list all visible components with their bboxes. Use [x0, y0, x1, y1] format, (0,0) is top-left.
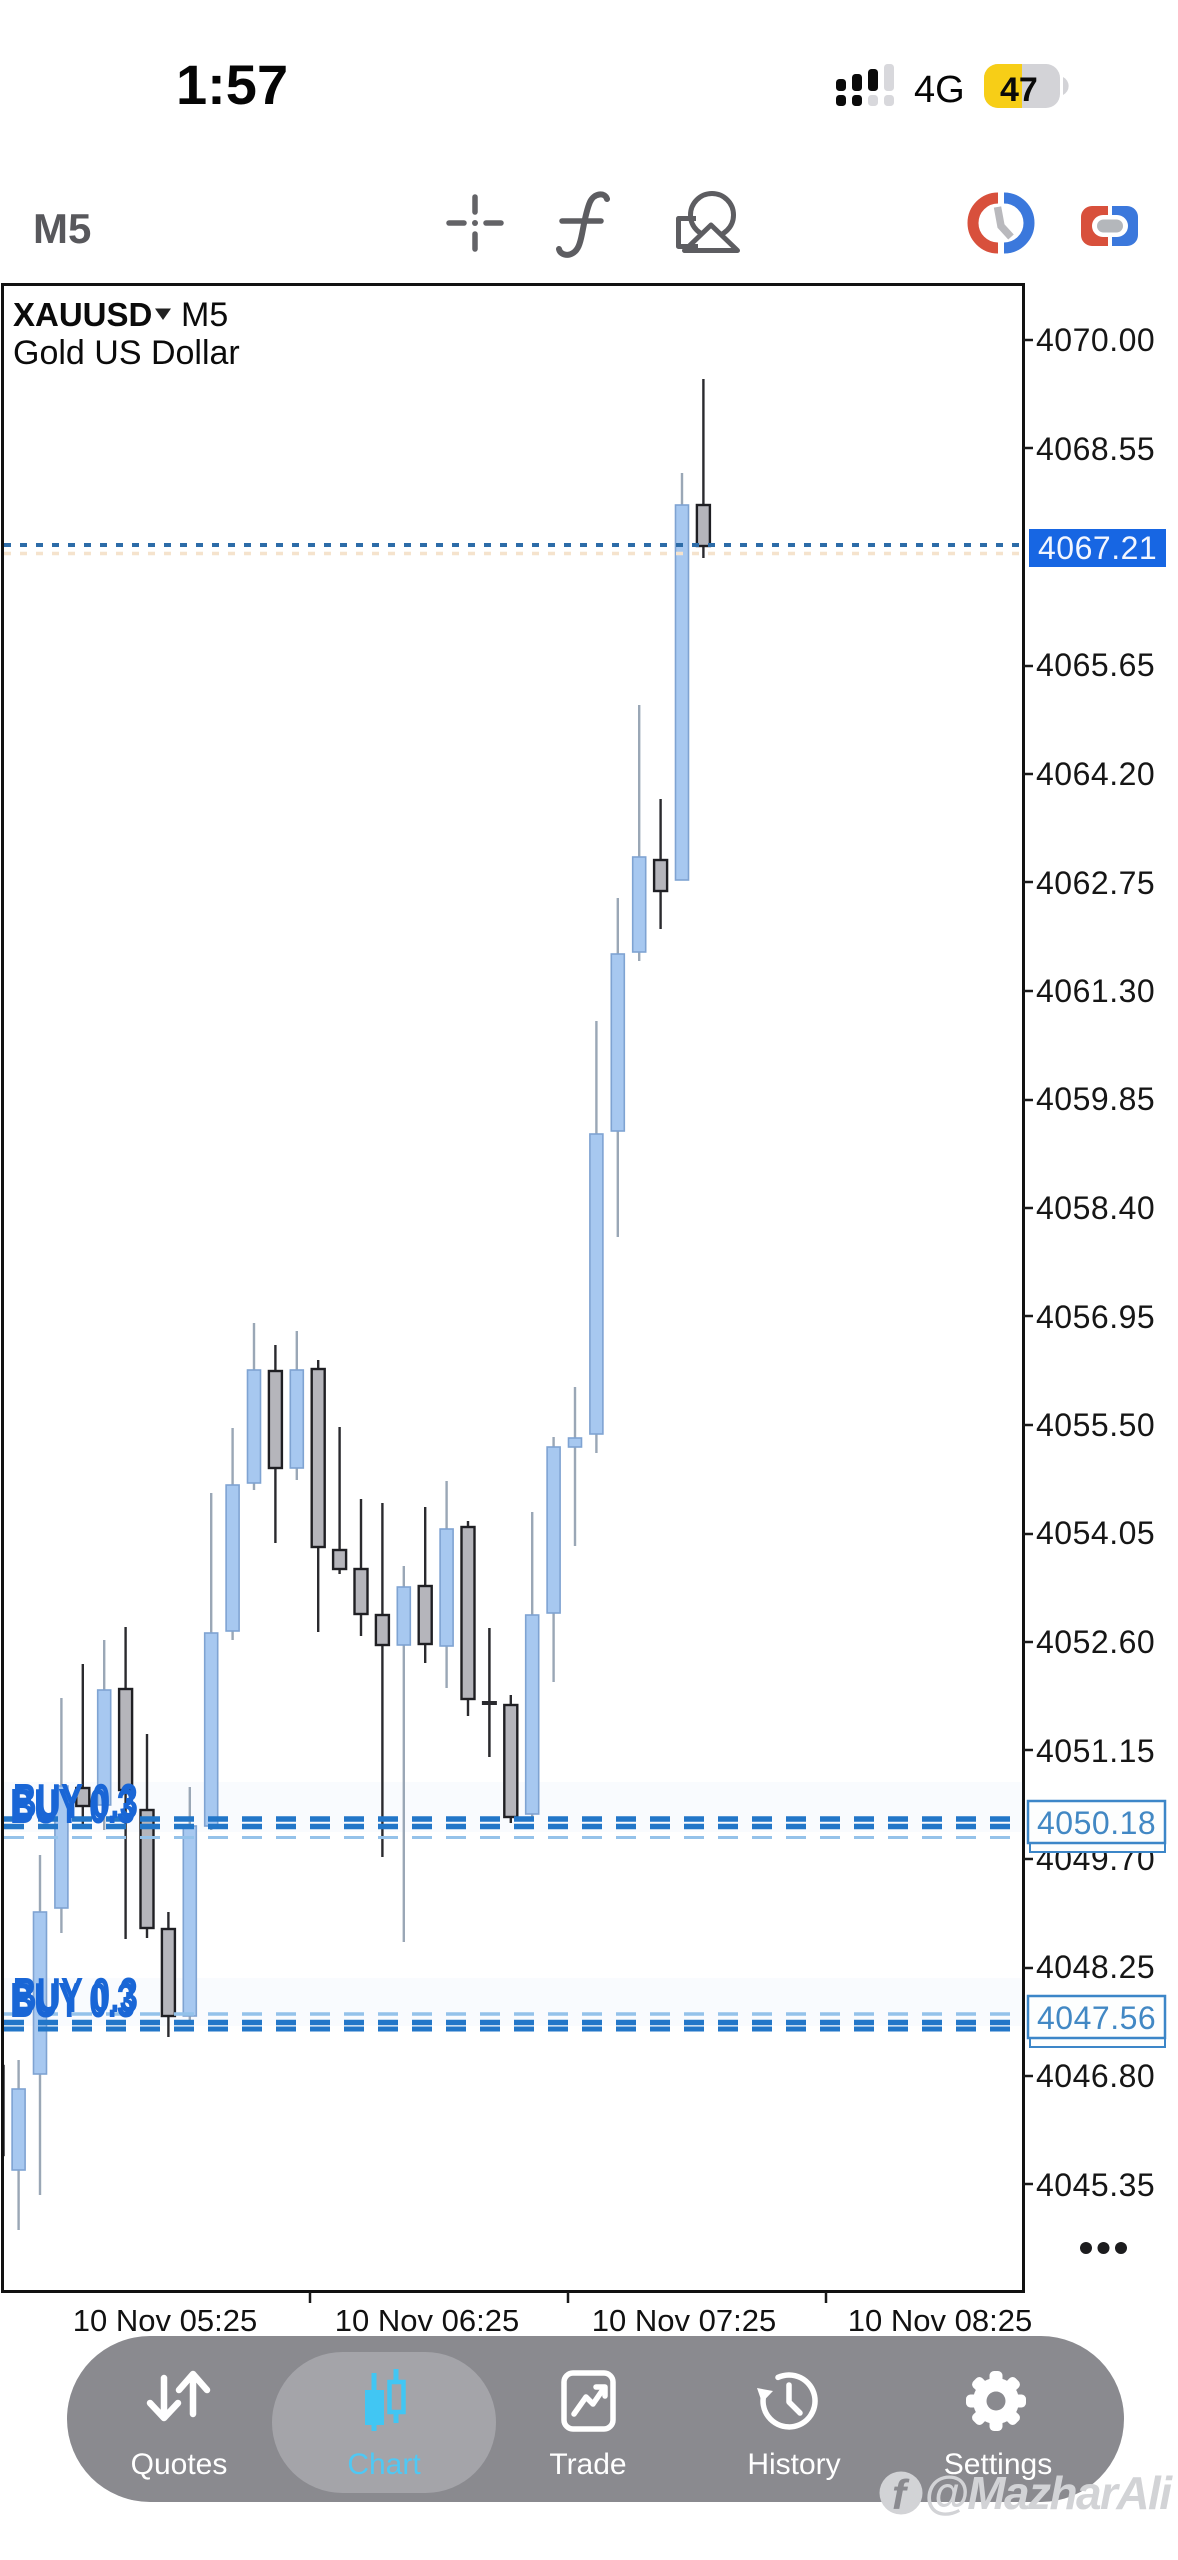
svg-text:4047.56: 4047.56 — [1037, 2000, 1156, 2036]
svg-text:4062.75: 4062.75 — [1036, 865, 1155, 901]
svg-text:XAUUSD: XAUUSD — [13, 296, 152, 333]
svg-text:BUY 0.3: BUY 0.3 — [13, 1774, 138, 1829]
svg-text:10 Nov 08:25: 10 Nov 08:25 — [848, 2303, 1032, 2338]
svg-text:4068.55: 4068.55 — [1036, 431, 1155, 467]
svg-text:4065.65: 4065.65 — [1036, 647, 1155, 683]
svg-text:1:57: 1:57 — [176, 53, 288, 116]
svg-text:History: History — [747, 2448, 840, 2481]
svg-text:M5: M5 — [33, 205, 91, 252]
svg-text:4051.15: 4051.15 — [1036, 1733, 1155, 1769]
svg-text:@MazharAli: @MazharAli — [924, 2467, 1173, 2519]
svg-text:4061.30: 4061.30 — [1036, 973, 1155, 1009]
svg-text:4054.05: 4054.05 — [1036, 1515, 1155, 1551]
svg-text:M5: M5 — [181, 296, 228, 334]
svg-text:4056.95: 4056.95 — [1036, 1299, 1155, 1335]
svg-text:BUY 0.3: BUY 0.3 — [10, 1779, 135, 1834]
svg-text:10 Nov 07:25: 10 Nov 07:25 — [592, 2303, 776, 2338]
svg-text:4055.50: 4055.50 — [1036, 1407, 1155, 1443]
svg-text:Chart: Chart — [347, 2448, 421, 2481]
svg-text:4058.40: 4058.40 — [1036, 1190, 1155, 1226]
svg-text:4064.20: 4064.20 — [1036, 756, 1155, 792]
svg-text:4070.00: 4070.00 — [1036, 322, 1155, 358]
svg-text:10 Nov 05:25: 10 Nov 05:25 — [73, 2303, 257, 2338]
svg-text:4045.35: 4045.35 — [1036, 2167, 1155, 2203]
svg-text:4067.21: 4067.21 — [1038, 530, 1157, 566]
svg-text:10 Nov 06:25: 10 Nov 06:25 — [335, 2303, 519, 2338]
svg-text:Quotes: Quotes — [131, 2448, 228, 2481]
svg-text:4052.60: 4052.60 — [1036, 1624, 1155, 1660]
svg-text:4G: 4G — [914, 69, 965, 111]
svg-text:4046.80: 4046.80 — [1036, 2058, 1155, 2094]
svg-text:4059.85: 4059.85 — [1036, 1081, 1155, 1117]
svg-text:4050.18: 4050.18 — [1037, 1805, 1156, 1841]
svg-text:BUY 0.3: BUY 0.3 — [10, 1973, 135, 2028]
svg-text:f: f — [892, 2471, 910, 2518]
svg-text:Trade: Trade — [549, 2448, 626, 2481]
svg-text:4048.25: 4048.25 — [1036, 1949, 1155, 1985]
svg-text:BUY 0.3: BUY 0.3 — [13, 1968, 138, 2023]
svg-text:47: 47 — [1000, 71, 1038, 109]
svg-text:Gold US Dollar: Gold US Dollar — [13, 334, 240, 372]
svg-text:Settings: Settings — [944, 2448, 1052, 2481]
